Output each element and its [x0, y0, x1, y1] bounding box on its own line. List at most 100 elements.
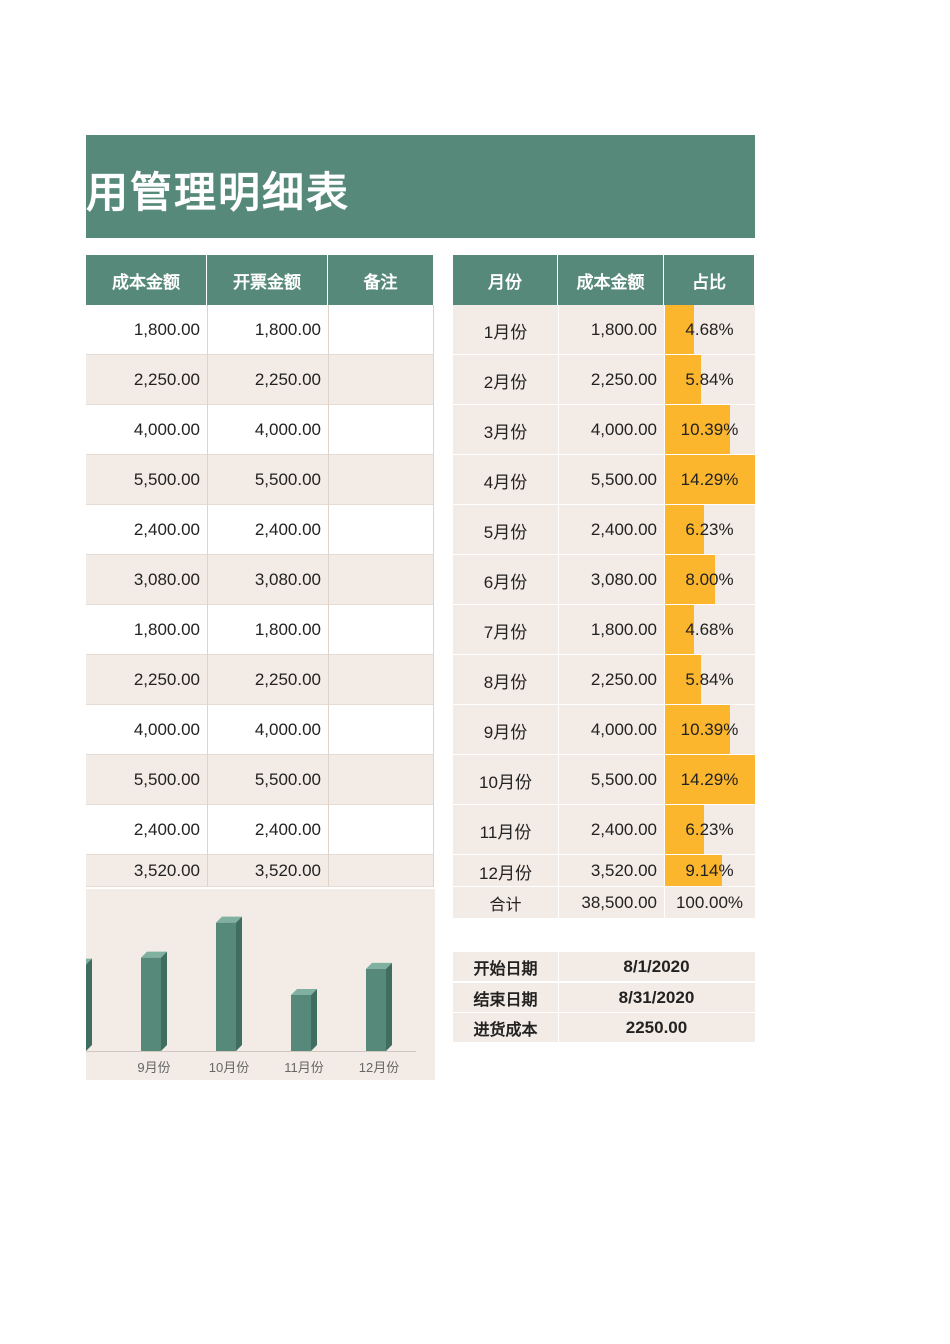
table-row[interactable] — [86, 755, 434, 805]
month-cell[interactable]: 5月份 — [483, 522, 528, 542]
note-cell[interactable] — [328, 805, 434, 855]
month-cost-cell[interactable]: 1,800.00 — [590, 320, 657, 339]
info-row[interactable] — [453, 983, 755, 1013]
note-cell[interactable] — [328, 705, 434, 755]
month-cell[interactable]: 1月份 — [483, 322, 528, 342]
total-row[interactable] — [453, 887, 755, 918]
cost-cell[interactable]: 4,000.00 — [133, 420, 200, 439]
column-header[interactable]: 备注 — [328, 255, 434, 305]
info-label[interactable]: 开始日期 — [473, 961, 538, 978]
month-cost-cell[interactable]: 3,520.00 — [590, 861, 657, 880]
percent-cell[interactable]: 10.39% — [664, 405, 755, 454]
percent-cell[interactable]: 4.68% — [664, 305, 755, 354]
cost-cell[interactable]: 5,500.00 — [133, 470, 200, 489]
table-row[interactable] — [86, 555, 434, 605]
total-cost[interactable]: 38,500.00 — [581, 892, 657, 912]
summary-row[interactable] — [453, 655, 755, 705]
percent-cell[interactable]: 9.14% — [664, 855, 755, 886]
table-row[interactable] — [86, 655, 434, 705]
info-row[interactable] — [453, 1013, 755, 1043]
invoice-cell[interactable]: 1,800.00 — [254, 620, 321, 639]
info-value[interactable]: 2250.00 — [625, 1018, 688, 1037]
note-cell[interactable] — [328, 605, 434, 655]
month-cell[interactable]: 10月份 — [479, 772, 532, 792]
cost-cell[interactable]: 4,000.00 — [133, 720, 200, 739]
column-header[interactable]: 开票金额 — [207, 255, 328, 305]
note-cell[interactable] — [328, 305, 434, 355]
percent-cell[interactable]: 10.39% — [664, 705, 755, 754]
table-row[interactable] — [86, 455, 434, 505]
cost-cell[interactable]: 2,400.00 — [133, 520, 200, 539]
total-label[interactable]: 合计 — [489, 896, 522, 914]
invoice-cell[interactable]: 3,520.00 — [254, 861, 321, 880]
cost-cell[interactable]: 2,250.00 — [133, 370, 200, 389]
percent-cell[interactable]: 14.29% — [664, 455, 755, 504]
table-row[interactable] — [86, 305, 434, 355]
table-row[interactable] — [86, 705, 434, 755]
percent-cell[interactable]: 6.23% — [664, 505, 755, 554]
total-percent[interactable]: 100.00% — [675, 892, 744, 912]
cost-cell[interactable]: 3,080.00 — [133, 570, 200, 589]
summary-column-header[interactable]: 成本金额 — [558, 255, 664, 305]
note-cell[interactable] — [328, 855, 434, 887]
month-cost-cell[interactable]: 5,500.00 — [590, 770, 657, 789]
info-value[interactable]: 8/1/2020 — [623, 957, 690, 976]
month-cost-cell[interactable]: 1,800.00 — [590, 620, 657, 639]
note-cell[interactable] — [328, 455, 434, 505]
summary-row[interactable] — [453, 505, 755, 555]
table-row[interactable] — [86, 355, 434, 405]
invoice-cell[interactable]: 2,400.00 — [254, 820, 321, 839]
invoice-cell[interactable]: 4,000.00 — [254, 420, 321, 439]
percent-cell[interactable]: 8.00% — [664, 555, 755, 604]
percent-cell[interactable]: 5.84% — [664, 355, 755, 404]
cost-cell[interactable]: 3,520.00 — [133, 861, 200, 880]
month-cost-cell[interactable]: 5,500.00 — [590, 470, 657, 489]
table-row[interactable] — [86, 805, 434, 855]
month-cost-cell[interactable]: 4,000.00 — [590, 420, 657, 439]
summary-row[interactable] — [453, 605, 755, 655]
month-cell[interactable]: 2月份 — [483, 372, 528, 392]
percent-cell[interactable]: 5.84% — [664, 655, 755, 704]
percent-cell[interactable]: 14.29% — [664, 755, 755, 804]
month-cost-cell[interactable]: 2,250.00 — [590, 670, 657, 689]
summary-row[interactable] — [453, 305, 755, 355]
invoice-cell[interactable]: 2,250.00 — [254, 670, 321, 689]
summary-row[interactable] — [453, 355, 755, 405]
cost-cell[interactable]: 2,400.00 — [133, 820, 200, 839]
invoice-cell[interactable]: 2,400.00 — [254, 520, 321, 539]
note-cell[interactable] — [328, 505, 434, 555]
cost-cell[interactable]: 5,500.00 — [133, 770, 200, 789]
month-cell[interactable]: 6月份 — [483, 572, 528, 592]
note-cell[interactable] — [328, 755, 434, 805]
invoice-cell[interactable]: 2,250.00 — [254, 370, 321, 389]
summary-column-header[interactable]: 占比 — [664, 255, 755, 305]
summary-column-header[interactable]: 月份 — [453, 255, 558, 305]
invoice-cell[interactable]: 4,000.00 — [254, 720, 321, 739]
note-cell[interactable] — [328, 655, 434, 705]
info-label[interactable]: 进货成本 — [473, 1022, 538, 1039]
month-cost-cell[interactable]: 4,000.00 — [590, 720, 657, 739]
note-cell[interactable] — [328, 355, 434, 405]
invoice-cell[interactable]: 1,800.00 — [254, 320, 321, 339]
cost-cell[interactable]: 1,800.00 — [133, 320, 200, 339]
column-divider[interactable] — [433, 305, 434, 887]
month-cost-cell[interactable]: 3,080.00 — [590, 570, 657, 589]
month-cost-cell[interactable]: 2,400.00 — [590, 820, 657, 839]
invoice-cell[interactable]: 3,080.00 — [254, 570, 321, 589]
month-cost-cell[interactable]: 2,400.00 — [590, 520, 657, 539]
month-cell[interactable]: 11月份 — [479, 822, 532, 842]
summary-row[interactable] — [453, 805, 755, 855]
summary-column-divider[interactable] — [558, 305, 559, 918]
table-row[interactable] — [86, 505, 434, 555]
percent-cell[interactable]: 4.68% — [664, 605, 755, 654]
month-cell[interactable]: 4月份 — [483, 472, 528, 492]
summary-column-divider[interactable] — [664, 305, 665, 918]
note-cell[interactable] — [328, 405, 434, 455]
table-row[interactable] — [86, 405, 434, 455]
column-header[interactable]: 成本金额 — [86, 255, 207, 305]
info-row[interactable] — [453, 952, 755, 982]
month-cell[interactable]: 12月份 — [479, 863, 532, 883]
info-column-divider[interactable] — [558, 952, 559, 1043]
column-divider[interactable] — [207, 305, 208, 887]
month-cell[interactable]: 7月份 — [483, 622, 528, 642]
